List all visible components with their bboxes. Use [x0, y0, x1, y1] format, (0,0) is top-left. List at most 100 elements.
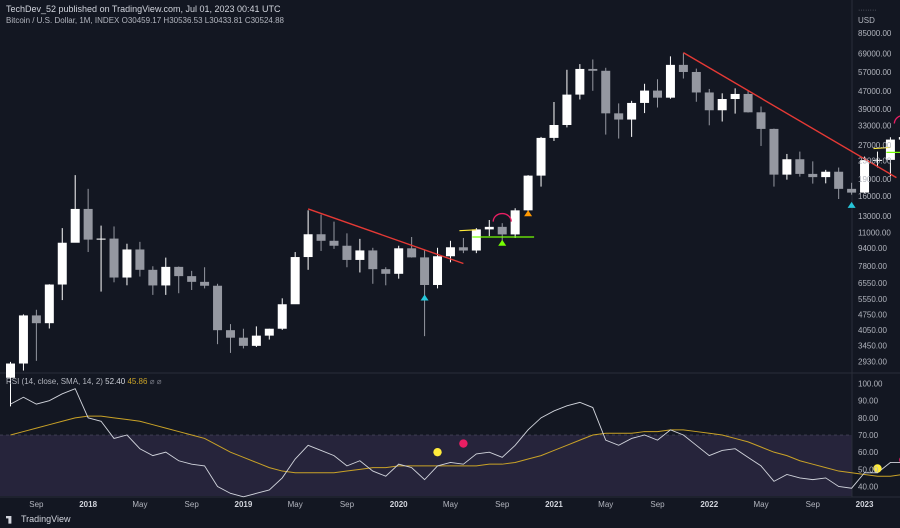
- candle-body: [523, 175, 533, 211]
- candle-body: [6, 363, 15, 378]
- rsi-sma-value: 45.86: [127, 377, 148, 386]
- candles: [6, 53, 900, 407]
- candle-body: [536, 137, 546, 176]
- time-tick-label: Sep: [185, 500, 200, 509]
- time-tick-label: 2019: [235, 500, 253, 509]
- candle-body: [458, 247, 468, 251]
- rsi-pink-dot: [459, 439, 468, 448]
- candle-body: [730, 93, 740, 100]
- price-tick-label: 3450.00: [858, 342, 887, 351]
- time-tick-label: May: [598, 500, 613, 509]
- candle-body: [471, 229, 481, 251]
- trendlines: [307, 52, 900, 265]
- time-tick-label: Sep: [340, 500, 355, 509]
- candle-body: [290, 257, 300, 305]
- rsi-title: RSI (14, close, SMA, 14, 2): [6, 377, 103, 386]
- price-tick-label: 33000.00: [858, 121, 892, 130]
- signal-markers: [420, 201, 856, 301]
- candle-body: [213, 285, 223, 331]
- time-tick-label: Sep: [806, 500, 821, 509]
- price-tick-label: 47000.00: [858, 87, 892, 96]
- time-tick-label: 2022: [700, 500, 718, 509]
- time-tick-label: May: [443, 500, 458, 509]
- candle-body: [588, 68, 598, 71]
- candle-body: [316, 234, 326, 241]
- candle-body: [31, 315, 41, 324]
- trendline-2019: [307, 208, 464, 265]
- candle-body: [420, 257, 430, 285]
- candle-body: [704, 92, 714, 111]
- candle-body: [355, 250, 365, 260]
- candle-body: [161, 266, 171, 286]
- settings-icon[interactable]: ⌀ ⌀: [149, 377, 162, 386]
- price-tick-label: 7800.00: [858, 262, 887, 271]
- rsi-tick-label: 70.00: [858, 431, 879, 440]
- price-tick-label: 5550.00: [858, 295, 887, 304]
- candle-body: [821, 171, 831, 178]
- candle-body: [769, 128, 779, 175]
- rsi-yellow-dot: [873, 464, 882, 473]
- price-tick-label: 13000.00: [858, 212, 892, 221]
- orange-up-triangle: [524, 210, 533, 217]
- price-tick-label: 4050.00: [858, 326, 887, 335]
- price-tick-label: 69000.00: [858, 49, 892, 58]
- candle-body: [238, 337, 248, 346]
- dash-2020: [459, 229, 477, 232]
- candle-body: [782, 159, 792, 175]
- candle-body: [174, 266, 184, 277]
- price-tick-label: 4750.00: [858, 310, 887, 319]
- ohlc-values: O30459.17 H30536.53 L30433.81 C30524.88: [121, 16, 284, 25]
- candle-body: [18, 315, 28, 364]
- candle-body: [860, 160, 870, 193]
- candle-body: [342, 245, 352, 260]
- currency-label: USD: [858, 16, 875, 25]
- candle-body: [601, 70, 611, 114]
- cyan-up-triangle: [847, 201, 856, 208]
- candle-body: [225, 330, 235, 338]
- candle-body: [148, 269, 158, 286]
- time-tick-label: 2023: [856, 500, 874, 509]
- rsi-value: 52.40: [105, 377, 126, 386]
- candle-body: [187, 276, 197, 282]
- candle-body: [562, 94, 572, 125]
- candle-body: [407, 248, 417, 258]
- green-up-triangle: [498, 239, 507, 246]
- price-axis-dots: ········: [858, 7, 877, 14]
- brand-label: TradingView: [21, 514, 71, 524]
- price-tick-label: 85000.00: [858, 29, 892, 38]
- candle-body: [368, 250, 378, 270]
- candle-body: [251, 335, 261, 346]
- candle-body: [549, 124, 559, 138]
- time-tick-label: May: [132, 500, 147, 509]
- price-tick-label: 27000.00: [858, 141, 892, 150]
- rsi-tick-label: 100.00: [858, 380, 883, 389]
- price-tick-label: 11000.00: [858, 228, 891, 237]
- candle-body: [795, 159, 805, 174]
- axes: ········ USD 2930.00 3450.00 4050.00 4750.00 5…: [29, 7, 892, 509]
- arc-2023: [893, 115, 900, 124]
- candle-body: [484, 226, 494, 230]
- rsi-legend: RSI (14, close, SMA, 14, 2) 52.40 45.86 …: [6, 377, 162, 386]
- time-tick-label: Sep: [650, 500, 665, 509]
- candle-body: [885, 139, 895, 160]
- candle-body: [122, 249, 132, 278]
- candle-body: [83, 208, 93, 240]
- time-tick-label: 2020: [390, 500, 408, 509]
- candle-body: [381, 269, 391, 274]
- candle-body: [872, 159, 882, 161]
- rsi-lines: [10, 388, 900, 498]
- candle-body: [575, 68, 585, 95]
- grid: [0, 0, 900, 498]
- trendline-2022: [683, 52, 897, 179]
- rsi-tick-label: 50.00: [858, 465, 879, 474]
- price-tick-label: 16000.00: [858, 192, 892, 201]
- candle-body: [847, 188, 857, 193]
- candle-body: [808, 173, 818, 178]
- candle-body: [57, 242, 67, 285]
- tradingview-brand: TradingView: [6, 514, 71, 524]
- time-tick-label: Sep: [495, 500, 510, 509]
- candle-body: [70, 208, 80, 243]
- tradingview-logo-icon: [6, 515, 12, 524]
- cyan-up-triangle: [420, 294, 429, 301]
